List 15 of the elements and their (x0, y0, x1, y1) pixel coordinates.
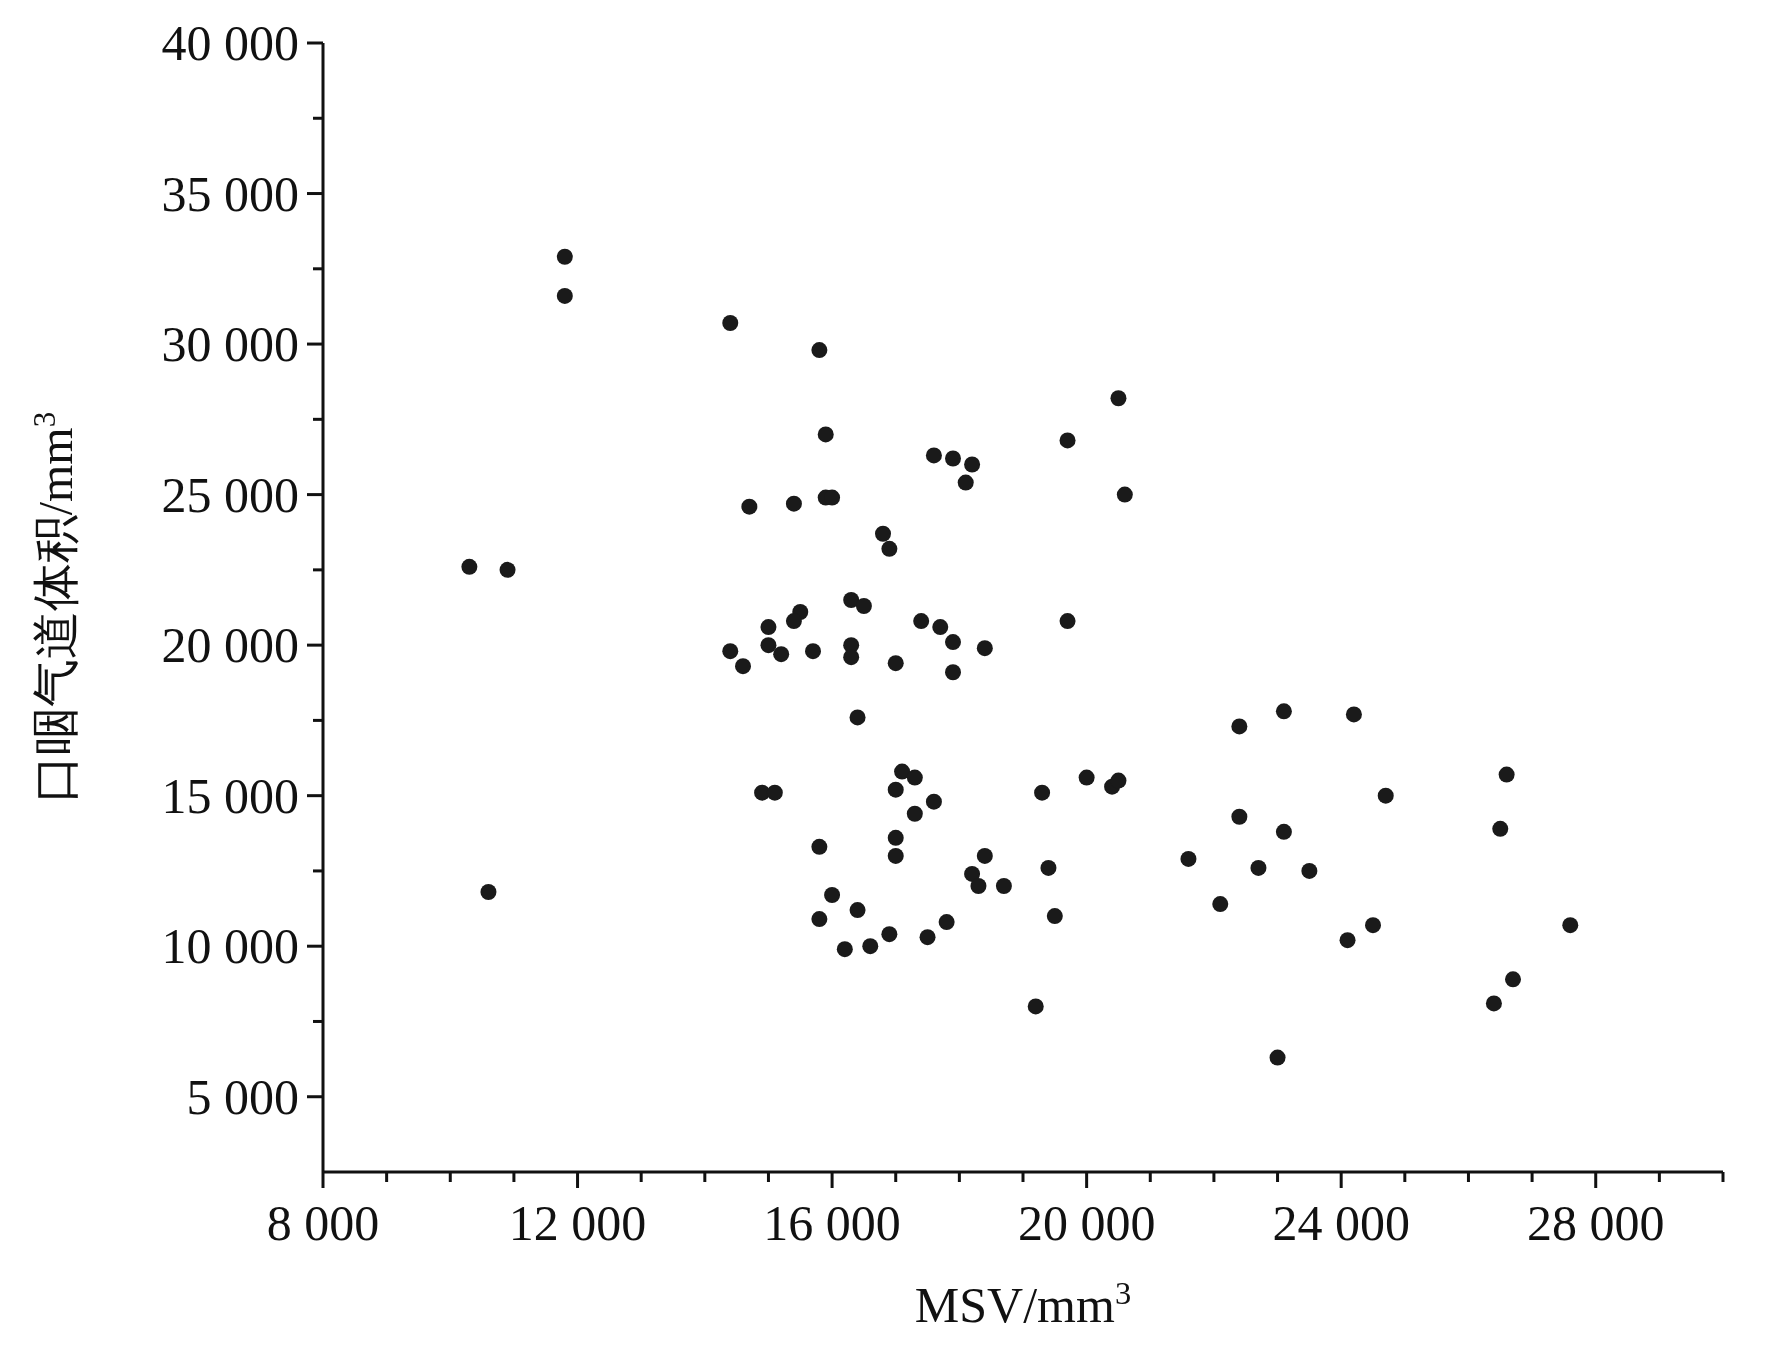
y-tick-label: 5 000 (186, 1068, 299, 1125)
x-tick-label: 20 000 (1017, 1195, 1156, 1251)
y-tick-label: 20 000 (161, 617, 299, 674)
y-tick-label: 35 000 (161, 165, 299, 222)
x-axis-title: MSV/mm$^{3}$ (914, 1275, 1132, 1333)
y-tick-label: 30 000 (161, 316, 299, 373)
x-tick-label: 12 000 (508, 1195, 647, 1251)
x-tick-label: 16 000 (763, 1195, 901, 1251)
x-tick-label: 28 000 (1526, 1195, 1665, 1251)
x-tick-label: 24 000 (1272, 1195, 1410, 1251)
y-tick-label: 10 000 (161, 918, 299, 975)
x-tick-label: 8 000 (266, 1195, 380, 1251)
y-tick-label: 15 000 (161, 767, 299, 824)
y-tick-label: 40 000 (161, 15, 299, 71)
y-tick-label: 25 000 (161, 466, 299, 523)
